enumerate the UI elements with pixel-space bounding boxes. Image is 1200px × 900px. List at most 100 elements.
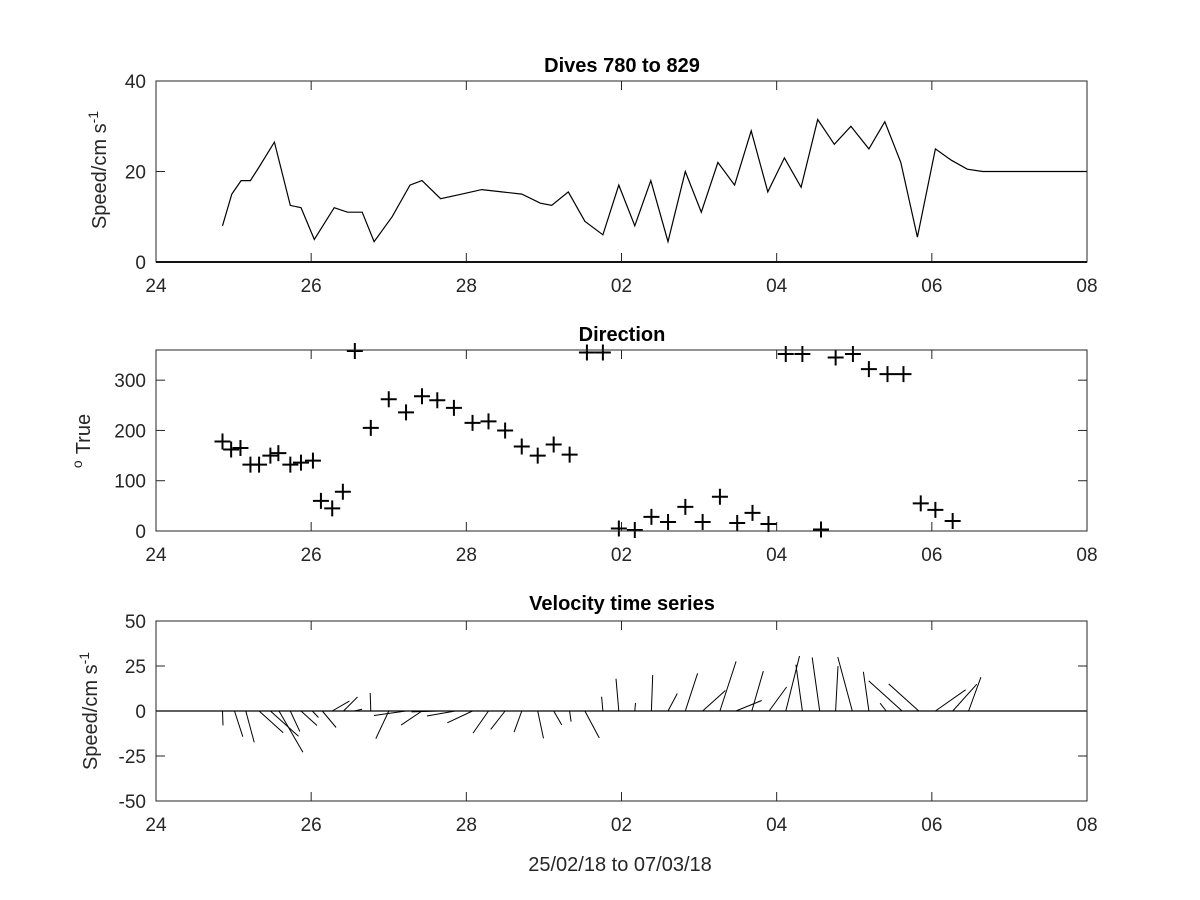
- velocity-stick: [584, 710, 600, 739]
- velocity-stick: [601, 696, 604, 712]
- velocity-stick: [245, 710, 255, 743]
- velocity-stick: [426, 710, 456, 717]
- direction-xtick-label: 06: [921, 545, 942, 566]
- velocity-stick: [343, 696, 358, 712]
- velocity-stick: [837, 656, 853, 712]
- speed-ytick-label: 40: [125, 72, 146, 93]
- direction-point: [324, 500, 341, 517]
- direction-point: [794, 346, 811, 363]
- direction-point: [694, 513, 711, 530]
- direction-point: [292, 454, 309, 471]
- direction-point: [282, 456, 299, 473]
- velocity-xtick-label: 04: [766, 815, 788, 836]
- velocity-xtick-label: 02: [611, 815, 632, 836]
- velocity-stick: [785, 655, 800, 712]
- direction-point: [346, 343, 363, 360]
- velocity-stick: [811, 657, 821, 712]
- velocity-stick: [369, 692, 372, 712]
- direction-xtick-label: 08: [1076, 545, 1097, 566]
- speed-ytick-label: 0: [135, 253, 146, 274]
- velocity-stick: [472, 710, 489, 734]
- speed-xtick-label: 04: [766, 276, 788, 297]
- direction-point: [223, 441, 240, 458]
- velocity-stick: [751, 671, 764, 712]
- direction-point: [480, 413, 497, 430]
- direction-xtick-label: 24: [145, 545, 167, 566]
- direction-point: [677, 498, 694, 515]
- direction-point: [827, 349, 844, 366]
- velocity-stick: [952, 683, 978, 712]
- velocity-ytick-label: 50: [125, 612, 146, 633]
- speed-ylabel: Speed/cm s-1: [85, 111, 111, 229]
- velocity-stick: [888, 683, 920, 712]
- velocity-stick: [311, 710, 319, 718]
- direction-point: [429, 392, 446, 409]
- direction-ylabel-main: True: [73, 414, 95, 454]
- svg-text:oTrue: o True: [69, 414, 95, 468]
- direction-panel: Direction o True 24 26 28 02 04 06 08 0 100 200 300: [69, 324, 1098, 566]
- direction-point: [626, 521, 643, 538]
- velocity-stick: [702, 690, 726, 712]
- velocity-xtick-label: 06: [921, 815, 942, 836]
- velocity-ylabel-sup: -1: [76, 652, 92, 665]
- direction-point: [312, 492, 329, 509]
- speed-xtick-label: 02: [611, 276, 632, 297]
- velocity-stick: [354, 708, 363, 712]
- velocity-stick: [615, 678, 620, 712]
- direction-point: [777, 346, 794, 363]
- svg-text:Speed/cm s-1: Speed/cm s-1: [85, 111, 111, 229]
- speed-ylabel-sup: -1: [85, 111, 101, 124]
- direction-point: [270, 445, 287, 462]
- speed-series-line: [221, 118, 1087, 244]
- velocity-stick: [300, 710, 318, 726]
- direction-point: [578, 344, 595, 361]
- velocity-stick: [650, 674, 654, 712]
- velocity-stick: [667, 693, 678, 712]
- direction-title: Direction: [579, 324, 666, 346]
- velocity-stick: [411, 710, 439, 713]
- direction-point: [729, 514, 746, 531]
- velocity-stick: [373, 710, 407, 716]
- velocity-title: Velocity time series: [529, 593, 715, 615]
- direction-point: [334, 483, 351, 500]
- speed-xtick-label: 26: [301, 276, 322, 297]
- velocity-stick: [375, 710, 390, 739]
- velocity-ticks: 24 26 28 02 04 06 08 -50 -25 0 25 50: [119, 612, 1098, 836]
- velocity-stick: [234, 710, 244, 737]
- direction-point: [513, 438, 530, 455]
- velocity-stick: [569, 710, 572, 722]
- direction-point: [643, 508, 660, 525]
- speed-ytick-label: 20: [125, 163, 146, 184]
- velocity-xtick-label: 26: [301, 815, 322, 836]
- speed-xtick-label: 08: [1076, 276, 1097, 297]
- direction-xtick-label: 28: [456, 545, 477, 566]
- direction-point: [464, 414, 481, 431]
- velocity-ytick-label: -50: [119, 792, 146, 813]
- direction-point: [304, 452, 321, 469]
- direction-point: [445, 399, 462, 416]
- direction-point: [251, 456, 268, 473]
- direction-point: [610, 520, 627, 537]
- direction-ytick-label: 200: [114, 421, 146, 442]
- speed-title: Dives 780 to 829: [544, 55, 700, 77]
- speed-xtick-label: 24: [145, 276, 167, 297]
- direction-point: [414, 388, 430, 405]
- velocity-stick: [400, 710, 423, 726]
- velocity-stick: [321, 710, 337, 728]
- direction-point: [380, 391, 397, 408]
- velocity-axes-box: [155, 620, 1088, 802]
- velocity-stick: [270, 710, 299, 737]
- velocity-stick: [513, 710, 523, 733]
- velocity-stick: [935, 689, 966, 712]
- direction-point: [660, 513, 677, 530]
- direction-marks: [214, 343, 961, 538]
- velocity-stick: [795, 664, 803, 712]
- velocity-panel: Velocity time series Speed/cm s-1 24 26 28…: [76, 593, 1098, 876]
- direction-ylabel: o True: [69, 414, 95, 468]
- direction-ytick-label: 0: [135, 522, 146, 543]
- direction-xtick-label: 02: [611, 545, 632, 566]
- velocity-stick: [553, 710, 563, 726]
- direction-point: [912, 495, 929, 512]
